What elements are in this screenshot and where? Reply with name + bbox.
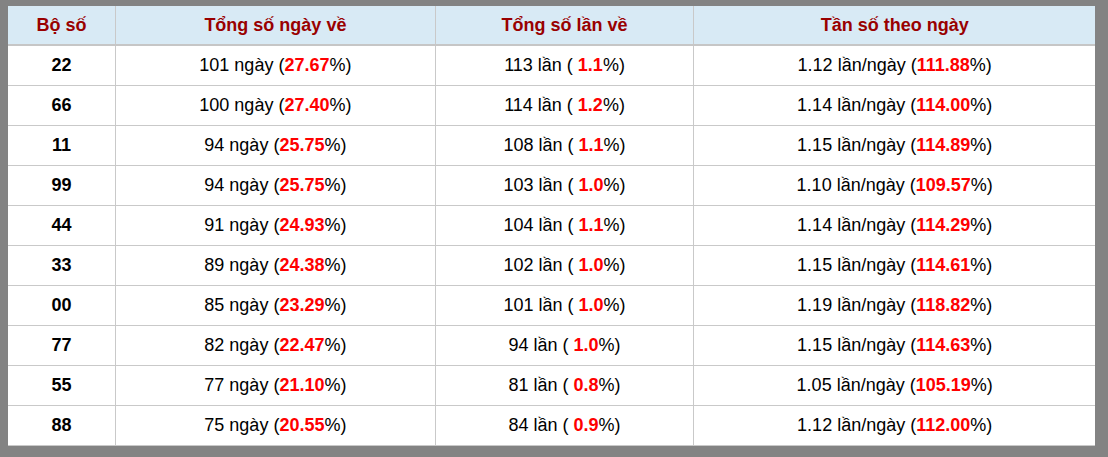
cell-total-times: 102 lần ( 1.0%) — [435, 245, 694, 285]
cell-total-times: 101 lần ( 1.0%) — [435, 285, 694, 325]
percent-value: 114.61 — [916, 255, 970, 275]
percent-value: 112.00 — [916, 415, 970, 435]
cell-total-times: 114 lần ( 1.2%) — [435, 85, 694, 125]
cell-total-times: 113 lần ( 1.1%) — [435, 45, 694, 85]
percent-value: 114.29 — [916, 215, 970, 235]
cell-total-times: 104 lần ( 1.1%) — [435, 205, 694, 245]
table-row: 55 77 ngày (21.10%) 81 lần ( 0.8%) 1.05 … — [8, 365, 1095, 405]
cell-total-times: 81 lần ( 0.8%) — [435, 365, 694, 405]
cell-daily-frequency: 1.15 lần/ngày (114.89%) — [694, 125, 1095, 165]
percent-value: 24.93 — [279, 215, 324, 235]
table-row: 77 82 ngày (22.47%) 94 lần ( 1.0%) 1.15 … — [8, 325, 1095, 365]
percent-value: 25.75 — [279, 175, 324, 195]
lottery-stats-table: Bộ số Tổng số ngày về Tổng số lần về Tần… — [8, 6, 1095, 446]
cell-total-days: 100 ngày (27.40%) — [116, 85, 436, 125]
percent-value: 109.57 — [916, 175, 971, 195]
percent-value: 21.10 — [279, 375, 324, 395]
cell-pair-number: 00 — [8, 285, 116, 325]
cell-total-days: 89 ngày (24.38%) — [116, 245, 436, 285]
column-header-daily-frequency: Tần số theo ngày — [694, 6, 1095, 45]
table-body: 22 101 ngày (27.67%) 113 lần ( 1.1%) 1.1… — [8, 45, 1095, 445]
cell-pair-number: 11 — [8, 125, 116, 165]
cell-total-times: 103 lần ( 1.0%) — [435, 165, 694, 205]
percent-value: 114.00 — [916, 95, 970, 115]
percent-value: 0.9 — [574, 415, 599, 435]
cell-total-days: 85 ngày (23.29%) — [116, 285, 436, 325]
table-row: 44 91 ngày (24.93%) 104 lần ( 1.1%) 1.14… — [8, 205, 1095, 245]
cell-daily-frequency: 1.14 lần/ngày (114.29%) — [694, 205, 1095, 245]
cell-daily-frequency: 1.15 lần/ngày (114.61%) — [694, 245, 1095, 285]
cell-pair-number: 88 — [8, 405, 116, 445]
table-row: 88 75 ngày (20.55%) 84 lần ( 0.9%) 1.12 … — [8, 405, 1095, 445]
percent-value: 27.40 — [284, 95, 329, 115]
cell-daily-frequency: 1.12 lần/ngày (111.88%) — [694, 45, 1095, 85]
cell-total-times: 84 lần ( 0.9%) — [435, 405, 694, 445]
cell-pair-number: 44 — [8, 205, 116, 245]
percent-value: 1.1 — [579, 135, 604, 155]
cell-pair-number: 55 — [8, 365, 116, 405]
column-header-total-times: Tổng số lần về — [435, 6, 694, 45]
percent-value: 111.88 — [917, 55, 970, 75]
lottery-stats-panel: Bộ số Tổng số ngày về Tổng số lần về Tần… — [8, 6, 1095, 446]
column-header-total-days: Tổng số ngày về — [116, 6, 436, 45]
cell-pair-number: 33 — [8, 245, 116, 285]
percent-value: 1.2 — [578, 95, 603, 115]
percent-value: 114.63 — [916, 335, 970, 355]
table-row: 99 94 ngày (25.75%) 103 lần ( 1.0%) 1.10… — [8, 165, 1095, 205]
cell-pair-number: 22 — [8, 45, 116, 85]
percent-value: 20.55 — [279, 415, 324, 435]
cell-pair-number: 99 — [8, 165, 116, 205]
table-row: 22 101 ngày (27.67%) 113 lần ( 1.1%) 1.1… — [8, 45, 1095, 85]
percent-value: 1.1 — [578, 55, 603, 75]
percent-value: 27.67 — [284, 55, 329, 75]
percent-value: 114.89 — [916, 135, 970, 155]
cell-daily-frequency: 1.12 lần/ngày (112.00%) — [694, 405, 1095, 445]
cell-total-days: 101 ngày (27.67%) — [116, 45, 436, 85]
percent-value: 1.1 — [579, 215, 604, 235]
table-header-row: Bộ số Tổng số ngày về Tổng số lần về Tần… — [8, 6, 1095, 45]
percent-value: 1.0 — [579, 175, 604, 195]
percent-value: 0.8 — [574, 375, 599, 395]
table-row: 00 85 ngày (23.29%) 101 lần ( 1.0%) 1.19… — [8, 285, 1095, 325]
cell-daily-frequency: 1.19 lần/ngày (118.82%) — [694, 285, 1095, 325]
column-header-pair: Bộ số — [8, 6, 116, 45]
table-row: 66 100 ngày (27.40%) 114 lần ( 1.2%) 1.1… — [8, 85, 1095, 125]
cell-total-days: 94 ngày (25.75%) — [116, 165, 436, 205]
percent-value: 105.19 — [916, 375, 971, 395]
cell-pair-number: 77 — [8, 325, 116, 365]
cell-total-days: 77 ngày (21.10%) — [116, 365, 436, 405]
table-row: 33 89 ngày (24.38%) 102 lần ( 1.0%) 1.15… — [8, 245, 1095, 285]
cell-daily-frequency: 1.10 lần/ngày (109.57%) — [694, 165, 1095, 205]
cell-pair-number: 66 — [8, 85, 116, 125]
percent-value: 22.47 — [279, 335, 324, 355]
percent-value: 25.75 — [279, 135, 324, 155]
percent-value: 24.38 — [279, 255, 324, 275]
cell-daily-frequency: 1.15 lần/ngày (114.63%) — [694, 325, 1095, 365]
cell-total-times: 108 lần ( 1.1%) — [435, 125, 694, 165]
percent-value: 23.29 — [279, 295, 324, 315]
percent-value: 1.0 — [579, 255, 604, 275]
cell-total-days: 91 ngày (24.93%) — [116, 205, 436, 245]
table-row: 11 94 ngày (25.75%) 108 lần ( 1.1%) 1.15… — [8, 125, 1095, 165]
percent-value: 1.0 — [579, 295, 604, 315]
cell-daily-frequency: 1.14 lần/ngày (114.00%) — [694, 85, 1095, 125]
cell-daily-frequency: 1.05 lần/ngày (105.19%) — [694, 365, 1095, 405]
cell-total-times: 94 lần ( 1.0%) — [435, 325, 694, 365]
cell-total-days: 94 ngày (25.75%) — [116, 125, 436, 165]
percent-value: 118.82 — [916, 295, 970, 315]
cell-total-days: 82 ngày (22.47%) — [116, 325, 436, 365]
cell-total-days: 75 ngày (20.55%) — [116, 405, 436, 445]
percent-value: 1.0 — [574, 335, 599, 355]
